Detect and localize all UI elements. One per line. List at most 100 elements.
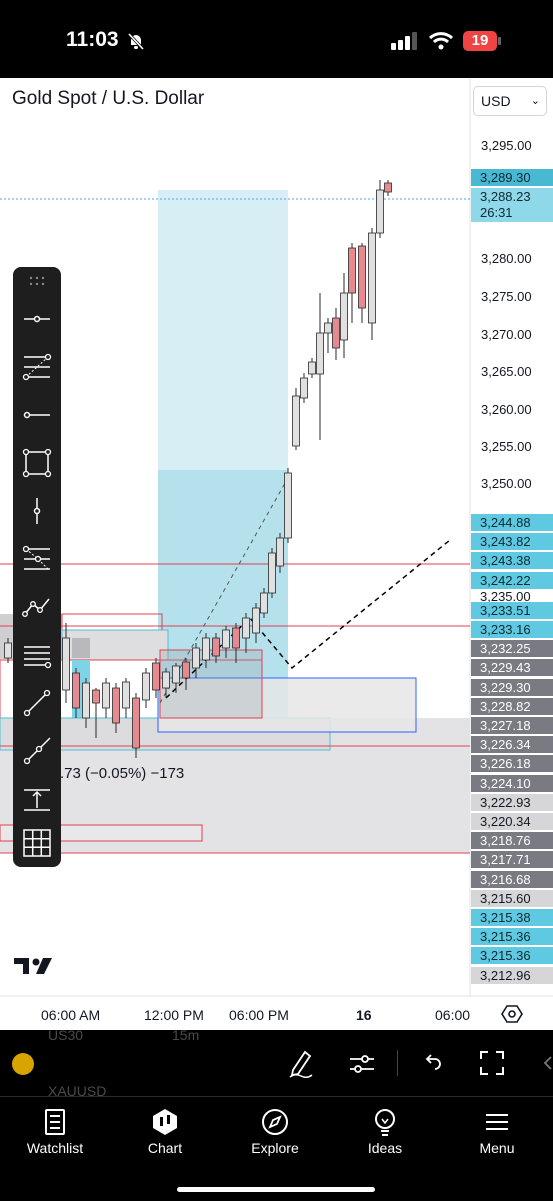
price-tag: 3,224.10 (471, 774, 553, 792)
wifi-icon (428, 32, 454, 50)
price-tag: 3,222.93 (471, 793, 553, 811)
price-chart[interactable] (0, 78, 553, 1030)
cellular-signal-icon (391, 32, 417, 50)
candle-body (62, 637, 70, 691)
price-tag: 3,226.34 (471, 736, 553, 754)
target-zone[interactable] (158, 190, 288, 470)
candle-body (4, 642, 12, 659)
y-tick: 3,295.00 (481, 138, 532, 153)
ray-icon[interactable] (17, 731, 57, 771)
drawing-toolbar[interactable] (13, 267, 61, 867)
candle-body (132, 697, 140, 749)
x-tick: 06:00 PM (229, 1007, 289, 1023)
fib-retracement-icon[interactable] (17, 347, 57, 387)
tab-label: Menu (479, 1140, 515, 1156)
price-tag: 3,232.25 (471, 640, 553, 658)
price-tag: 3,244.88 (471, 514, 553, 531)
candle-body (162, 671, 170, 689)
y-tick: 3,260.00 (481, 402, 532, 417)
mute-bell-icon (127, 32, 145, 51)
symbol-button[interactable]: XAUUSD (47, 1052, 131, 1074)
vertical-line-icon[interactable] (17, 491, 57, 531)
tab-watchlist[interactable]: Watchlist (0, 1097, 110, 1177)
price-tag: 3,218.76 (471, 832, 553, 850)
long-position-icon[interactable] (17, 779, 57, 819)
currency-value: USD (481, 93, 511, 109)
bottom-tab-bar: Watchlist Chart Explore Ideas Menu (0, 1096, 553, 1201)
chevron-down-icon: ⌄ (530, 95, 540, 107)
tab-label: Chart (147, 1140, 183, 1156)
candle-body (284, 472, 292, 539)
tab-ideas[interactable]: Ideas (330, 1097, 440, 1177)
price-tag: 3,243.82 (471, 533, 553, 551)
undo-icon[interactable] (421, 1052, 443, 1074)
y-tick: 3,280.00 (481, 251, 532, 266)
chart-area[interactable]: Gold Spot / U.S. Dollar USD ⌄ 3,295.00 3… (0, 78, 553, 1030)
candle-body (340, 292, 348, 341)
x-tick: 16 (356, 1007, 372, 1023)
interval-button[interactable]: 30m (172, 1052, 211, 1074)
price-tag: 3,233.51 (471, 601, 553, 619)
price-tag: 3,215.60 (471, 889, 553, 907)
price-tag: 3,235.00 (471, 590, 553, 603)
candle-body (212, 637, 220, 657)
path-icon[interactable] (17, 587, 57, 627)
price-tag: 3,227.18 (471, 717, 553, 734)
candle-body (242, 617, 250, 639)
tab-explore[interactable]: Explore (220, 1097, 330, 1177)
candle-body (348, 247, 356, 294)
price-tag: 3,226.18 (471, 755, 553, 773)
trend-line-icon[interactable] (17, 683, 57, 723)
indicators-icon[interactable] (348, 1052, 376, 1076)
countdown-tag: 3,288.23 26:31 (471, 188, 553, 222)
tab-label: Explore (251, 1140, 299, 1156)
fullscreen-icon[interactable] (479, 1050, 505, 1076)
pen-icon[interactable] (287, 1048, 315, 1078)
candle-body (300, 377, 308, 399)
candle-body (122, 681, 130, 709)
grid-icon[interactable] (17, 823, 57, 863)
candle-body (268, 552, 276, 594)
horizontal-line-icon[interactable] (17, 395, 57, 435)
y-tick: 3,250.00 (481, 476, 532, 491)
candle-body (358, 245, 366, 309)
symbol-title: Gold Spot / U.S. Dollar (12, 88, 205, 109)
last-price-tag: 3,289.30 (471, 169, 553, 186)
hamburger-icon (486, 1114, 508, 1130)
candle-body (292, 395, 300, 447)
parallel-channel-icon[interactable] (17, 635, 57, 675)
countdown-timer: 26:31 (480, 205, 513, 220)
ghost-symbol: US30 (48, 1027, 84, 1043)
hexagon-settings-icon[interactable] (501, 1003, 523, 1025)
currency-select[interactable]: USD ⌄ (473, 86, 547, 116)
candle-body (152, 662, 160, 691)
ghost-symbol: XAUUSD (48, 1083, 107, 1099)
home-indicator (177, 1187, 375, 1192)
candle-body (384, 182, 392, 193)
y-tick: 3,255.00 (481, 439, 532, 454)
price-tag: 3,229.30 (471, 678, 553, 696)
position-label: .73 (−0.05%) −173 (60, 765, 185, 782)
drag-handle-icon[interactable] (17, 269, 57, 293)
blue-box[interactable] (157, 677, 417, 733)
candle-body (316, 332, 324, 375)
candle-body (192, 647, 200, 669)
price-tag: 3,229.43 (471, 659, 553, 677)
price-tag: 3,243.38 (471, 552, 553, 570)
candle-body (308, 361, 316, 375)
rectangle-icon[interactable] (17, 443, 57, 483)
tab-chart[interactable]: Chart (110, 1097, 220, 1177)
ghost-interval: 15m (172, 1027, 200, 1043)
chart-icon (153, 1109, 177, 1135)
fib-extension-icon[interactable] (17, 539, 57, 579)
price-tag: 3,217.71 (471, 851, 553, 869)
horizontal-ray-icon[interactable] (17, 299, 57, 339)
candle-body (92, 689, 100, 704)
tab-menu[interactable]: Menu (442, 1097, 552, 1177)
price-tag: 3,215.36 (471, 928, 553, 946)
symbol-bar[interactable] (0, 1030, 553, 1096)
chevron-left-icon[interactable] (542, 1055, 553, 1071)
tradingview-logo (14, 958, 52, 974)
y-tick: 3,265.00 (481, 364, 532, 379)
y-tick: 3,275.00 (481, 289, 532, 304)
